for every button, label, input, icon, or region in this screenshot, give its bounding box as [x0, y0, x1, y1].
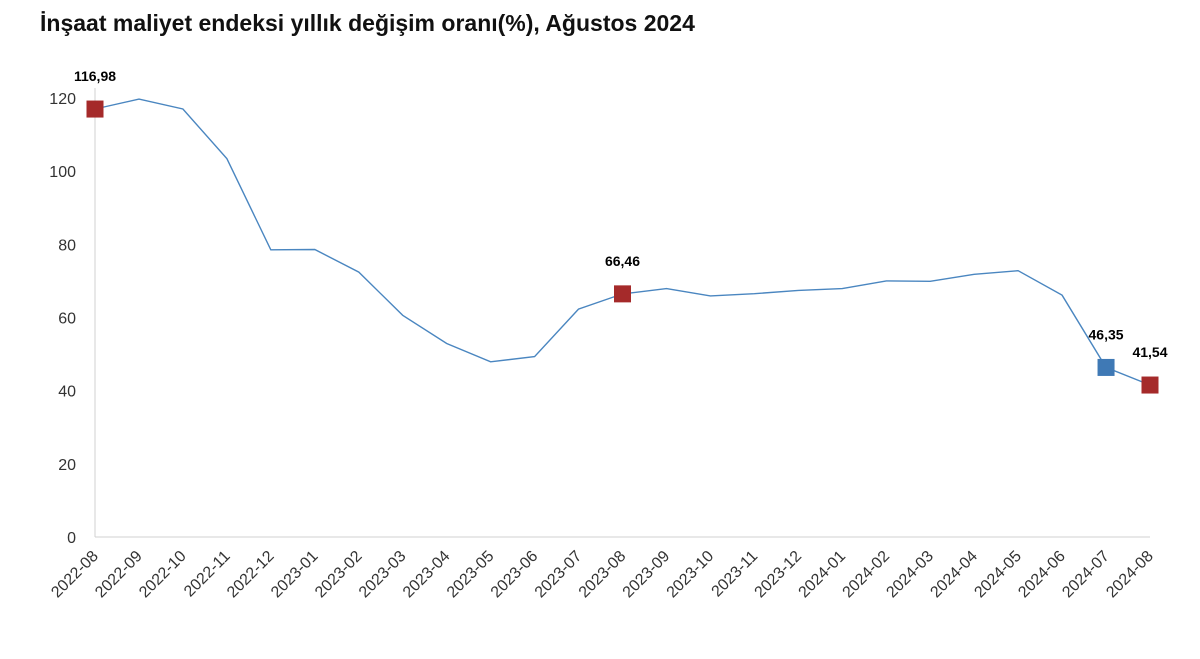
- x-tick-label: 2022-09: [92, 548, 146, 602]
- x-tick-label: 2022-11: [181, 548, 234, 601]
- x-tick-label: 2023-01: [268, 548, 322, 602]
- data-label: 66,46: [605, 253, 640, 269]
- x-tick-label: 2022-10: [136, 548, 190, 602]
- x-tick-label: 2023-02: [312, 548, 366, 602]
- data-point-marker: [1097, 358, 1115, 376]
- y-tick-label: 80: [58, 237, 76, 254]
- highlight-markers: [86, 100, 1159, 394]
- y-tick-label: 0: [67, 530, 76, 547]
- x-tick-label: 2024-01: [796, 548, 850, 602]
- data-label: 41,54: [1132, 344, 1167, 360]
- x-tick-label: 2023-11: [709, 548, 762, 601]
- data-point-marker: [1141, 376, 1159, 394]
- x-tick-label: 2023-07: [532, 548, 586, 602]
- y-tick-label: 60: [58, 311, 76, 328]
- y-tick-label: 120: [49, 91, 76, 108]
- x-tick-label: 2024-02: [840, 548, 894, 602]
- data-label: 46,35: [1089, 326, 1124, 342]
- x-tick-label: 2023-09: [620, 548, 674, 602]
- x-tick-label: 2023-10: [664, 548, 718, 602]
- x-tick-label: 2023-12: [752, 548, 806, 602]
- y-tick-label: 100: [49, 164, 76, 181]
- y-axis-ticks: 0 20 40 60 80 100 120: [49, 91, 76, 547]
- x-tick-label: 2023-03: [356, 548, 410, 602]
- x-tick-label: 2024-03: [883, 548, 937, 602]
- chart-title: İnşaat maliyet endeksi yıllık değişim or…: [40, 10, 695, 36]
- x-tick-label: 2022-12: [224, 548, 278, 602]
- x-tick-label: 2023-08: [576, 548, 630, 602]
- x-tick-label: 2024-04: [927, 548, 981, 602]
- x-tick-label: 2024-07: [1059, 548, 1113, 602]
- y-tick-label: 20: [58, 457, 76, 474]
- x-tick-label: 2022-08: [48, 548, 102, 602]
- x-tick-label: 2024-08: [1103, 548, 1157, 602]
- series-group: [94, 98, 1151, 386]
- data-point-marker: [614, 285, 631, 303]
- x-tick-label: 2024-06: [1015, 548, 1069, 602]
- x-tick-label: 2024-05: [971, 548, 1025, 602]
- x-tick-label: 2023-06: [488, 548, 542, 602]
- data-point-marker: [86, 100, 104, 118]
- x-tick-label: 2023-04: [400, 548, 454, 602]
- y-tick-label: 40: [58, 384, 76, 401]
- x-axis-ticks: 2022-082022-092022-102022-112022-122023-…: [48, 548, 1157, 602]
- series-line: [94, 98, 1151, 386]
- x-tick-label: 2023-05: [444, 548, 498, 602]
- chart-axes: [94, 88, 1150, 538]
- data-label: 116,98: [74, 68, 116, 84]
- data-labels: 116,98 66,46 46,35 41,54: [74, 68, 1168, 360]
